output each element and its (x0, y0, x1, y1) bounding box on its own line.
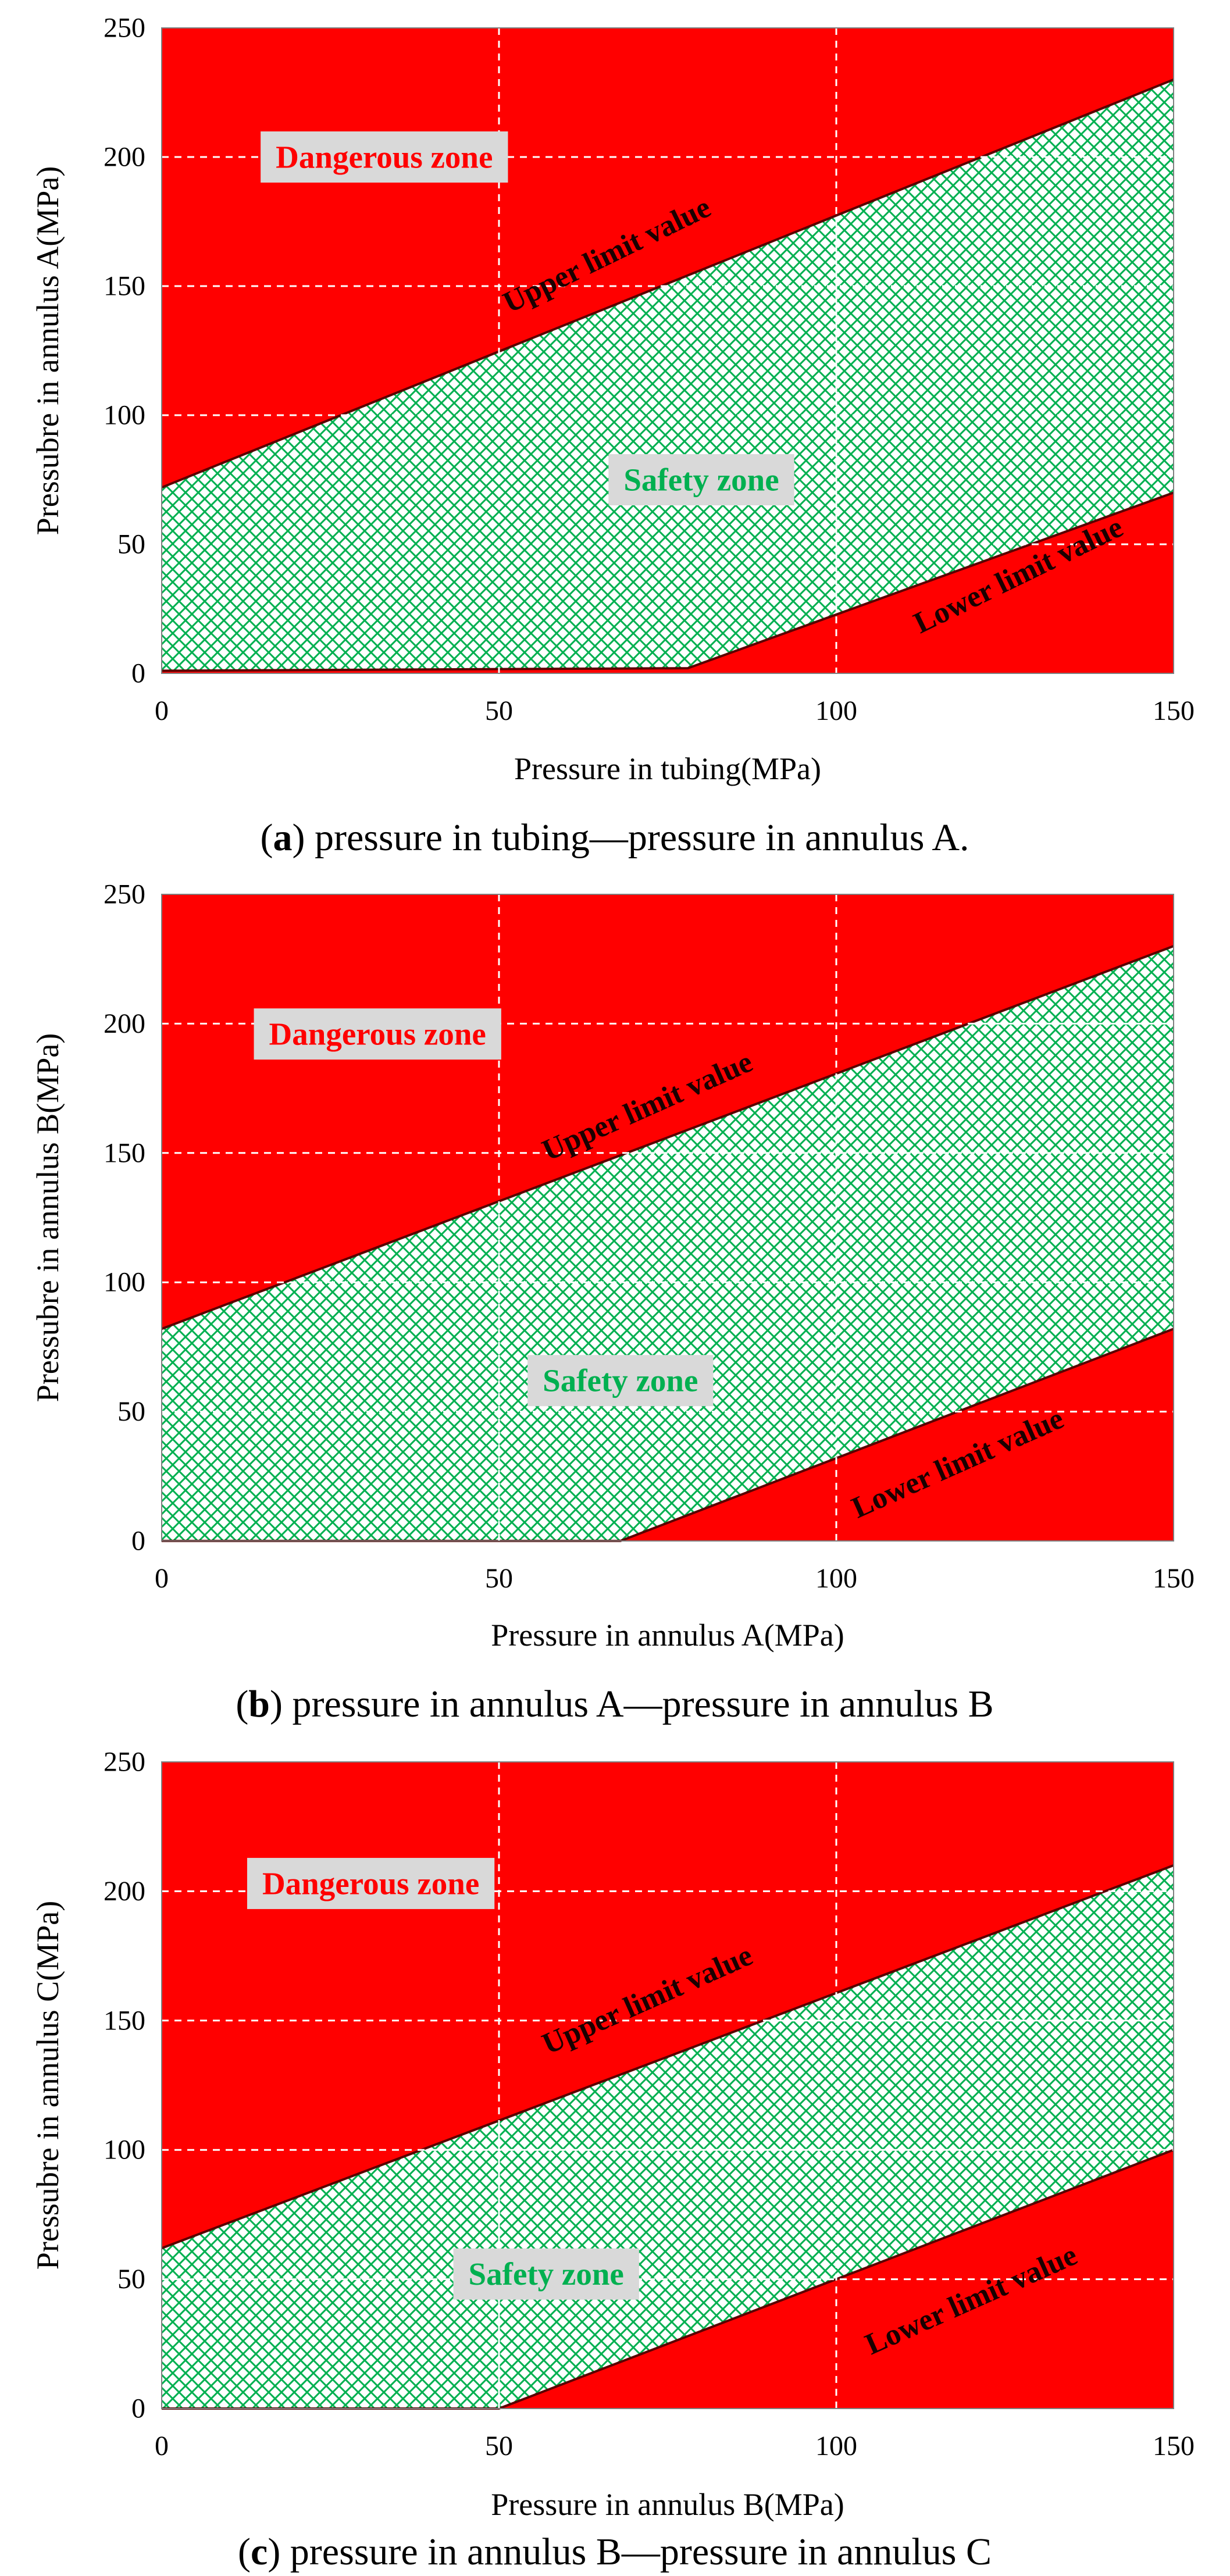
plot-area (161, 1762, 1174, 2410)
svg-text:Safety zone: Safety zone (469, 2256, 624, 2292)
x-tick-label: 50 (485, 2431, 513, 2461)
y-tick-label: 100 (104, 2135, 145, 2165)
chart-panel-a: Dangerous zone Safety zone Upper limit v… (30, 13, 1195, 859)
upper-limit-line (161, 78, 1174, 489)
y-axis-label: Pressubre in annulus A(MPa) (30, 166, 65, 535)
y-tick-label: 150 (104, 1137, 145, 1168)
x-tick-label: 50 (485, 695, 513, 726)
x-tick-label: 50 (485, 1563, 513, 1594)
y-tick-label: 250 (104, 879, 145, 910)
y-tick-label: 200 (104, 142, 145, 173)
plot-area (161, 894, 1174, 1542)
figure-caption: (a) pressure in tubing—pressure in annul… (261, 816, 969, 859)
y-axis-label: Pressubre in annulus C(MPa) (30, 1901, 65, 2270)
y-tick-label: 0 (131, 1526, 145, 1557)
figure-caption: (b) pressure in annulus A—pressure in an… (236, 1683, 993, 1725)
lower-limit-line (161, 491, 1174, 672)
y-tick-label: 200 (104, 1008, 145, 1039)
dangerous-zone-label: Dangerous zone (254, 1008, 501, 1060)
safety-zone-label: Safety zone (608, 454, 794, 505)
y-tick-label: 200 (104, 1876, 145, 1907)
svg-text:Safety zone: Safety zone (543, 1363, 698, 1398)
axis-ticks: 0 50 100 150 0 50 100 150 200 250 (104, 879, 1195, 1594)
x-tick-label: 100 (815, 695, 857, 726)
dangerous-zone-label: Dangerous zone (261, 131, 508, 183)
caption-letter: b (248, 1683, 270, 1725)
grid-lines (161, 27, 1174, 674)
axis-ticks: 0 50 100 150 0 50 100 150 200 250 (104, 1747, 1195, 2462)
grid-lines (161, 894, 1174, 1542)
safety-zone-area (162, 1865, 1174, 2409)
caption-text: ) pressure in tubing—pressure in annulus… (292, 816, 969, 859)
safety-zone-label: Safety zone (453, 2248, 639, 2300)
y-tick-label: 100 (104, 1267, 145, 1298)
svg-text:Dangerous zone: Dangerous zone (276, 140, 493, 175)
chart-panel-c: Dangerous zone Safety zone Upper limit v… (30, 1747, 1195, 2574)
caption-letter: a (273, 816, 292, 859)
x-tick-label: 100 (815, 1563, 857, 1594)
safety-zone-area (162, 946, 1174, 1541)
axis-ticks: 0 50 100 150 0 50 100 150 200 250 (104, 13, 1195, 727)
x-tick-label: 150 (1153, 1563, 1195, 1594)
y-tick-label: 50 (117, 1396, 145, 1427)
y-axis-label: Pressubre in annulus B(MPa) (30, 1033, 65, 1402)
dangerous-zone-label: Dangerous zone (247, 1858, 495, 1910)
x-tick-label: 0 (155, 695, 169, 726)
caption-text: ) pressure in annulus A—pressure in annu… (270, 1683, 994, 1725)
caption-letter: c (251, 2531, 268, 2573)
safety-zone-area (162, 79, 1174, 671)
figure-caption: (c) pressure in annulus B—pressure in an… (238, 2531, 992, 2573)
plot-frame (161, 894, 1174, 1542)
y-tick-label: 250 (104, 13, 145, 44)
x-tick-label: 0 (155, 1563, 169, 1594)
y-tick-label: 50 (117, 529, 145, 560)
chart-panel-b: Dangerous zone Safety zone Upper limit v… (30, 879, 1195, 1726)
x-tick-label: 0 (155, 2431, 169, 2461)
y-tick-label: 150 (104, 271, 145, 302)
upper-limit-line (161, 945, 1174, 1330)
x-axis-label: Pressure in annulus B(MPa) (491, 2487, 844, 2522)
svg-text:Dangerous zone: Dangerous zone (269, 1016, 486, 1052)
y-tick-label: 0 (131, 2393, 145, 2424)
y-tick-label: 250 (104, 1747, 145, 1778)
y-tick-label: 150 (104, 2005, 145, 2036)
plot-frame (161, 27, 1174, 674)
plot-area (161, 28, 1174, 673)
svg-text:Dangerous zone: Dangerous zone (262, 1866, 479, 1901)
svg-text:Safety zone: Safety zone (623, 462, 779, 498)
caption-text: ) pressure in annulus B—pressure in annu… (268, 2531, 992, 2573)
x-tick-label: 150 (1153, 695, 1195, 726)
x-tick-label: 150 (1153, 2431, 1195, 2461)
y-tick-label: 100 (104, 400, 145, 431)
plot-frame (161, 1761, 1174, 2409)
safety-zone-label: Safety zone (527, 1355, 714, 1407)
y-tick-label: 0 (131, 658, 145, 689)
upper-limit-line (161, 1864, 1174, 2250)
y-tick-label: 50 (117, 2264, 145, 2295)
x-axis-label: Pressure in tubing(MPa) (514, 751, 821, 786)
x-tick-label: 100 (815, 2431, 857, 2461)
x-axis-label: Pressure in annulus A(MPa) (491, 1618, 844, 1653)
